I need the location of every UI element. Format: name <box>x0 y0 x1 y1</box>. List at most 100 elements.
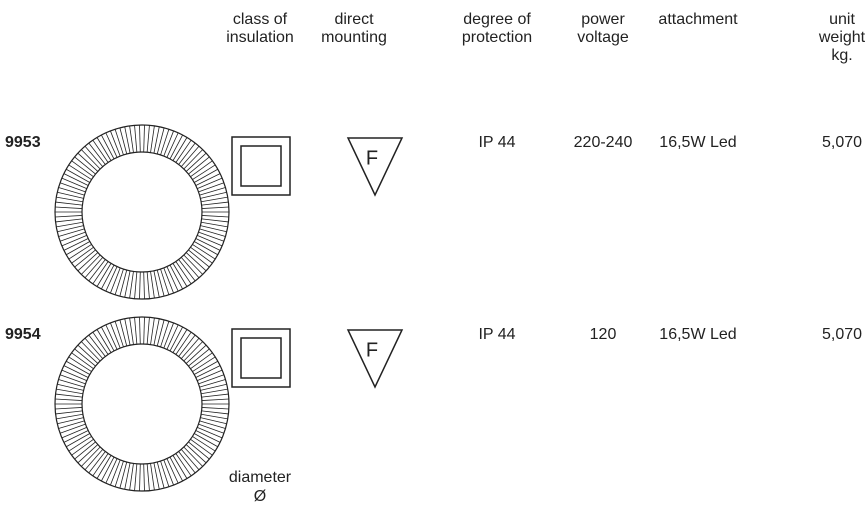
column-header: direct <box>334 11 374 28</box>
ring-part <box>55 398 83 401</box>
column-header: protection <box>462 29 532 46</box>
ring-part <box>68 436 92 452</box>
column-header: mounting <box>321 29 387 46</box>
ring-part <box>105 132 118 158</box>
ring-part <box>156 319 165 347</box>
weight: 5,070 <box>822 326 862 343</box>
ring-part <box>156 269 165 297</box>
ring-part <box>58 420 85 429</box>
column-header: unit <box>829 11 855 28</box>
ring-part <box>175 139 192 163</box>
ring-part <box>194 241 218 256</box>
ring-part <box>55 410 83 415</box>
ring-part <box>197 426 223 439</box>
ring-part <box>197 369 223 382</box>
ring-part <box>110 459 121 486</box>
ring-part <box>74 441 96 460</box>
ring-part <box>197 177 223 190</box>
ring-part <box>71 246 94 264</box>
column-header: attachment <box>658 11 738 28</box>
ring-part <box>190 246 213 264</box>
ring-part <box>110 130 121 157</box>
ring-part <box>129 317 134 345</box>
ring-part <box>139 271 141 299</box>
ring-part <box>178 259 196 282</box>
ring-part <box>124 270 131 298</box>
ring-part <box>88 334 106 357</box>
ring-part <box>190 438 213 456</box>
ring-part <box>63 238 89 251</box>
ring-part <box>114 268 124 295</box>
ring-part <box>114 460 124 487</box>
ring-part <box>101 326 115 352</box>
ring-part <box>192 356 216 372</box>
ring-part <box>68 164 92 180</box>
ring-part <box>172 329 188 353</box>
ring-part <box>201 393 229 398</box>
ring-part <box>119 127 128 155</box>
ring-part <box>153 318 160 346</box>
ring-part <box>61 369 87 382</box>
insulation-outer <box>231 328 291 388</box>
ring-part <box>195 365 221 378</box>
ring-part <box>139 317 141 345</box>
ring-part <box>63 173 89 186</box>
ring-part <box>84 449 104 471</box>
product-code: 9953 <box>5 134 41 151</box>
ring-part <box>201 221 228 228</box>
ring-part <box>200 191 227 199</box>
ring-part <box>61 426 87 439</box>
ring-part <box>88 142 106 165</box>
ring-part <box>68 244 92 260</box>
column-header: voltage <box>577 29 629 46</box>
ring-part <box>96 263 112 287</box>
ring-part <box>156 461 165 489</box>
ring-part <box>150 317 155 345</box>
mounting-triangle <box>346 329 404 389</box>
ring-part <box>198 374 225 385</box>
insulation-inner <box>240 145 282 187</box>
ring-part <box>71 352 94 370</box>
ring-part <box>139 463 141 491</box>
ring-part <box>92 261 109 285</box>
ring-part <box>119 269 128 297</box>
ring-part <box>66 360 90 375</box>
ring-part <box>183 254 203 275</box>
ring-part <box>101 456 115 482</box>
column-header: degree of <box>463 11 531 28</box>
ring-part <box>180 257 200 279</box>
ring-part <box>105 266 118 292</box>
ring-part <box>101 264 115 290</box>
ring-part <box>146 317 150 345</box>
ring-part <box>188 249 210 268</box>
ring-part <box>199 420 226 429</box>
ring-part <box>124 462 131 490</box>
ring-part <box>59 374 86 385</box>
ring-part <box>74 156 96 175</box>
ring-part <box>81 446 101 467</box>
ring-part <box>175 261 192 285</box>
ring-part <box>134 463 138 491</box>
ring-part <box>129 463 134 491</box>
ring-part <box>92 453 109 477</box>
ring-part <box>195 238 221 251</box>
diameter-label: Ø <box>254 488 266 505</box>
ring-part <box>190 160 213 178</box>
ring-part <box>195 173 221 186</box>
mounting-symbol: F <box>366 147 378 169</box>
ring-part <box>188 441 210 460</box>
ring-part <box>178 142 196 165</box>
ring-part <box>61 177 87 190</box>
ring-part <box>77 344 99 364</box>
ring-part <box>180 449 200 471</box>
ring-part <box>71 160 94 178</box>
ring-part <box>96 455 112 479</box>
ring-part <box>57 383 84 391</box>
ring-part <box>201 218 229 223</box>
ring-part <box>146 125 150 153</box>
ring-part <box>119 461 128 489</box>
insulation-inner <box>240 337 282 379</box>
ring-part <box>57 225 84 233</box>
ring-part <box>160 268 170 295</box>
